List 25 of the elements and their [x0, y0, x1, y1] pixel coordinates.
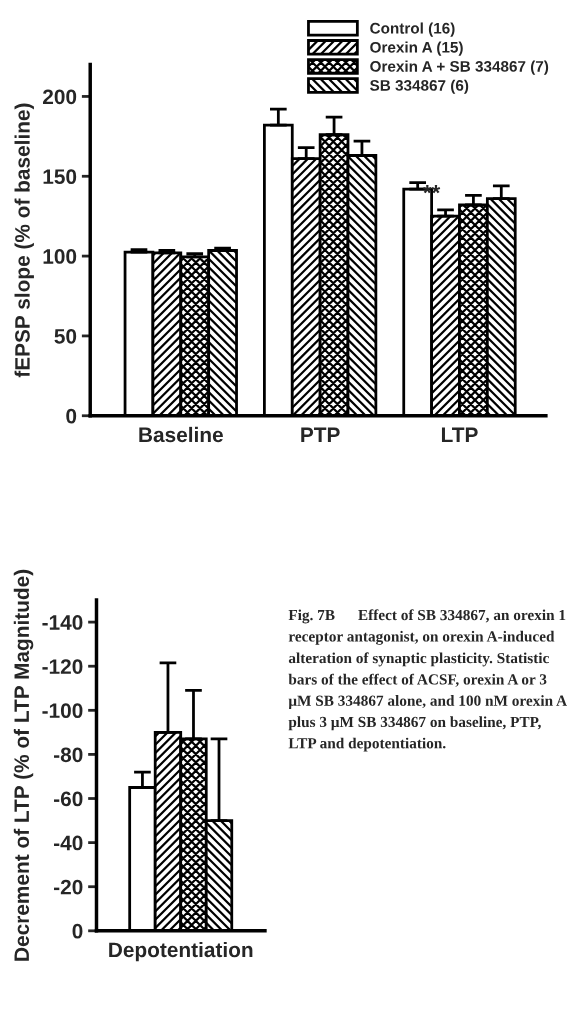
x-tick-label: PTP — [301, 427, 340, 442]
caption: Fig. 7B Effect of SB 334867, an orexin 1 receptor antagonist, on orexin A-induced alteration of synaptic plasticity. Statistic bars of the effect of ACSF, orexin A or 3 μM SB 334867 alone, and 100 nM orexin A plus 3 μM SB 334867 on baseline, PTP, LTP and depotentiation. — [288, 609, 567, 752]
y-tick-label: 100 — [43, 249, 77, 264]
legend-label: SB 334867 (6) — [370, 79, 469, 94]
y-tick-label: -140 — [42, 615, 83, 630]
x-tick-label: LTP — [441, 427, 478, 442]
legend-label: Orexin A (15) — [370, 41, 463, 56]
y-tick-label: 150 — [43, 169, 77, 185]
y-tick-label: -20 — [54, 879, 83, 895]
y-tick-label: -40 — [54, 835, 83, 851]
y-tick-label: 0 — [66, 408, 77, 424]
y-tick-label: -100 — [42, 703, 83, 719]
y-tick-label: 0 — [72, 923, 83, 939]
y-tick-label: 50 — [54, 328, 77, 344]
y-axis-title: fEPSP slope (% of baseline) — [14, 103, 34, 378]
y-tick-label: 200 — [42, 89, 77, 105]
legend-label: Control (16) — [370, 22, 455, 37]
x-tick-label: Baseline — [139, 426, 223, 443]
y-tick-label: -80 — [54, 747, 83, 763]
y-tick-label: -60 — [54, 791, 83, 807]
annotation: ** — [423, 185, 441, 194]
x-tick-label: Depotentiation — [109, 941, 253, 962]
y-tick-label: -120 — [42, 659, 83, 674]
y-axis-title: Decrement of LTP (% of LTP Magnitude) — [13, 569, 34, 961]
legend-label: Orexin A + SB 334867 (7) — [370, 60, 549, 75]
